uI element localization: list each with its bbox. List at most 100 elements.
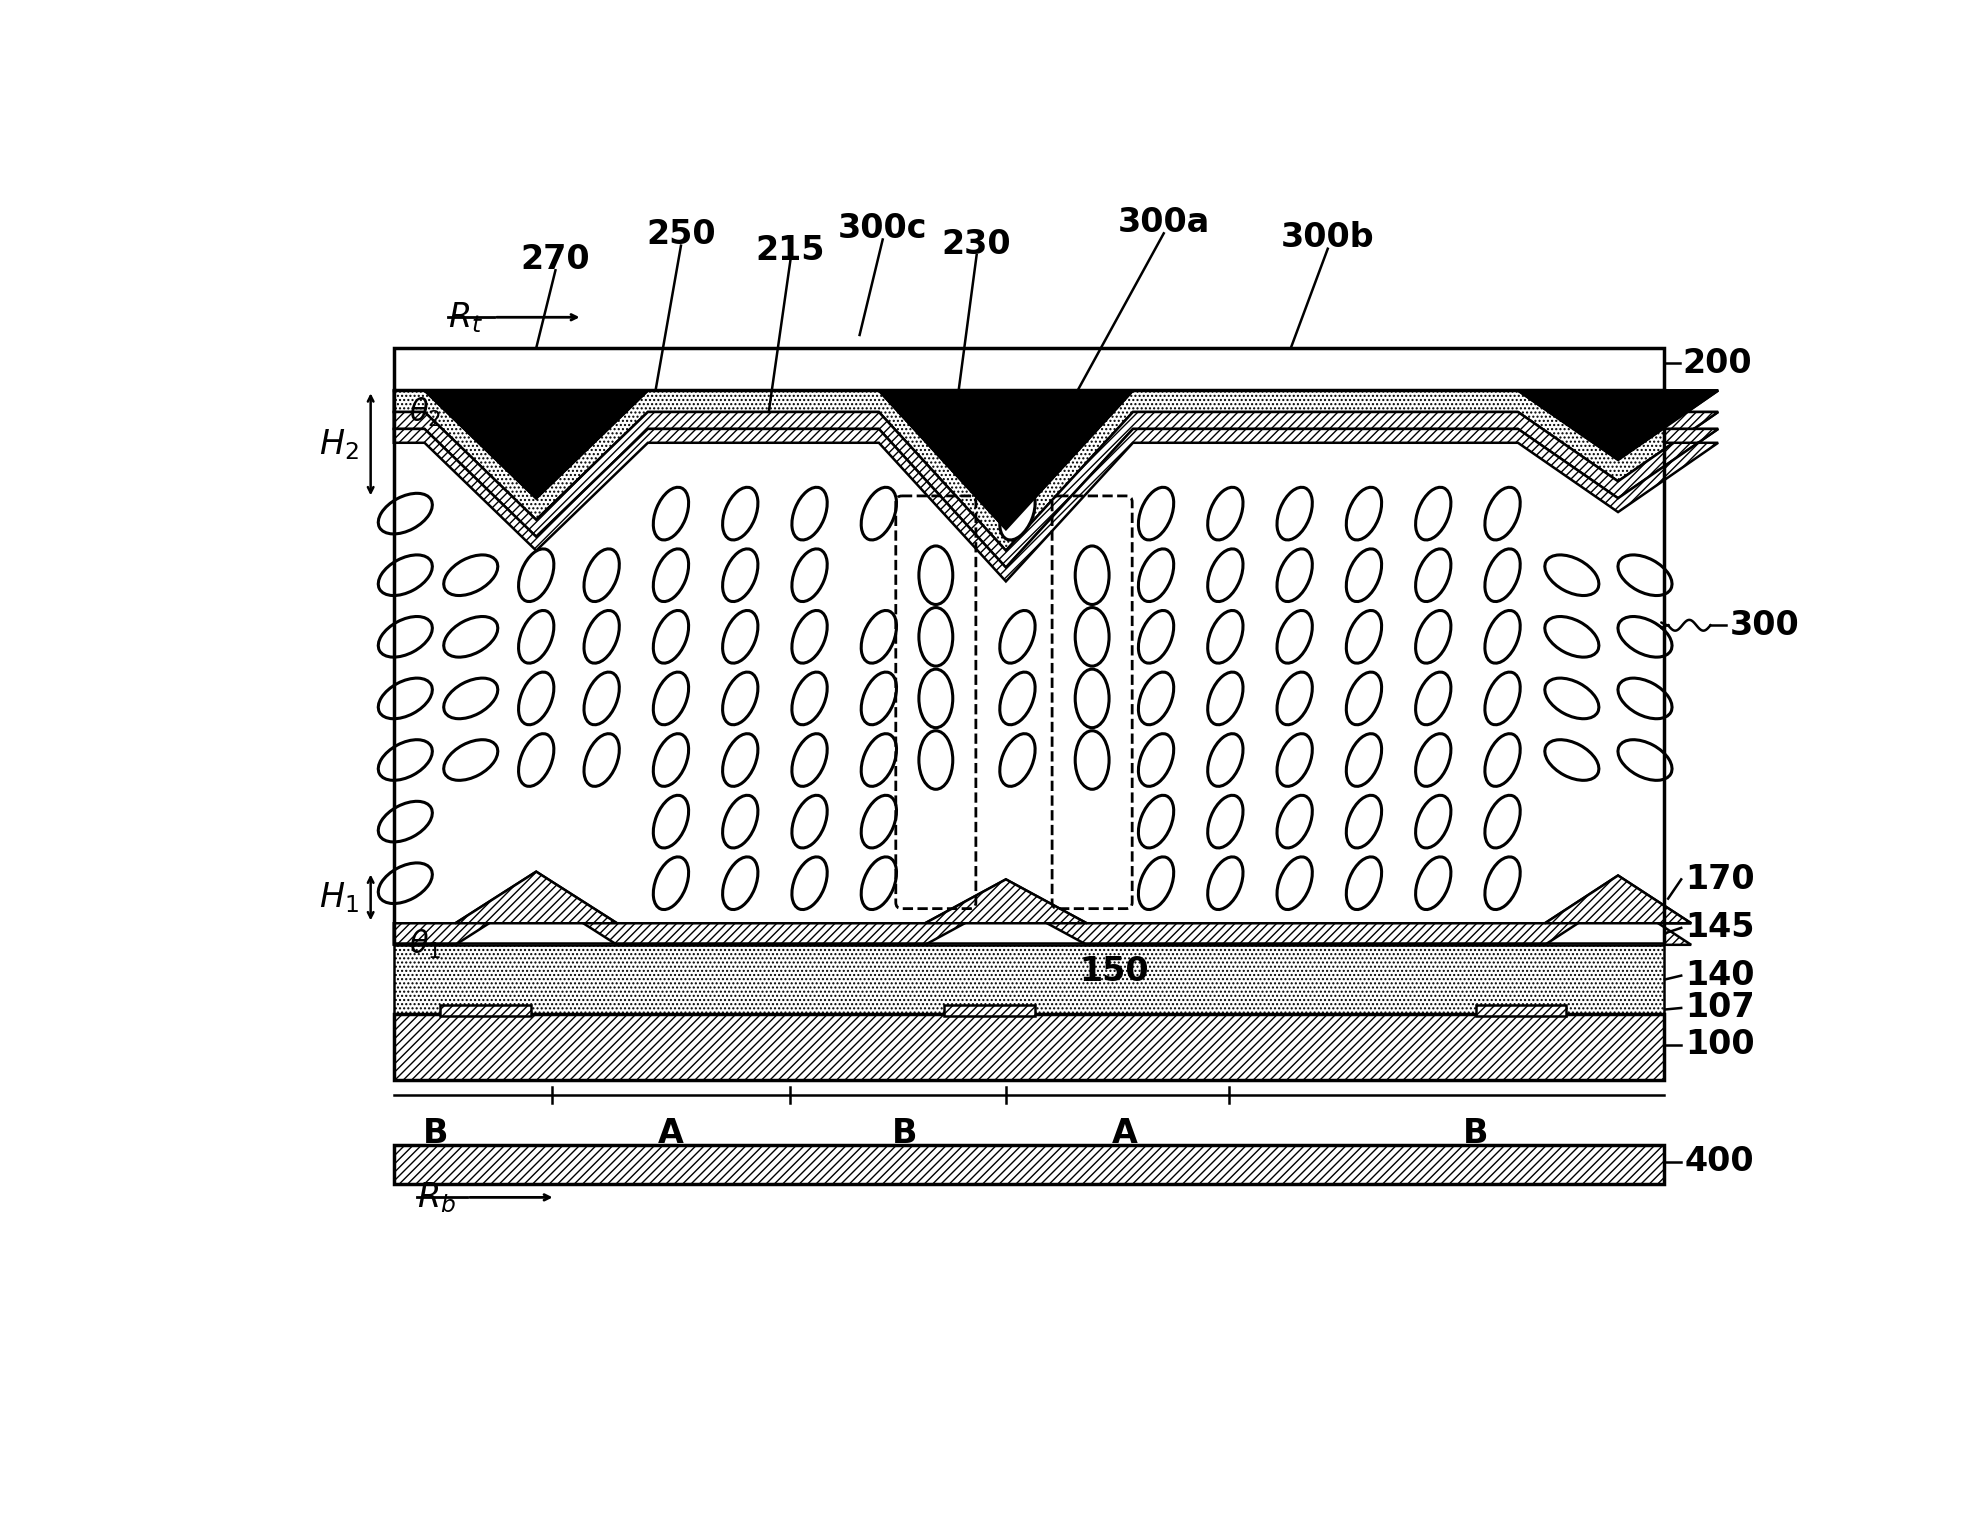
Ellipse shape	[378, 493, 432, 534]
Ellipse shape	[1139, 549, 1173, 602]
Ellipse shape	[861, 610, 897, 663]
Bar	[394, 1015, 1664, 1080]
Ellipse shape	[583, 610, 619, 663]
Ellipse shape	[1277, 672, 1313, 726]
Polygon shape	[924, 879, 1086, 923]
Ellipse shape	[1346, 795, 1382, 849]
Polygon shape	[1545, 876, 1691, 923]
Text: 140: 140	[1685, 960, 1754, 992]
Bar	[394, 1145, 1664, 1183]
Text: B: B	[891, 1116, 917, 1150]
Ellipse shape	[518, 549, 554, 602]
Ellipse shape	[518, 672, 554, 726]
Bar	[394, 348, 1664, 391]
Ellipse shape	[723, 610, 759, 663]
Ellipse shape	[443, 739, 499, 780]
Ellipse shape	[652, 610, 688, 663]
Ellipse shape	[652, 549, 688, 602]
Ellipse shape	[1618, 555, 1671, 596]
Ellipse shape	[861, 487, 897, 540]
Ellipse shape	[792, 549, 828, 602]
Ellipse shape	[1208, 672, 1244, 726]
Ellipse shape	[652, 733, 688, 786]
Ellipse shape	[443, 678, 499, 719]
Polygon shape	[394, 391, 1719, 551]
Ellipse shape	[1139, 610, 1173, 663]
Ellipse shape	[1346, 672, 1382, 726]
Ellipse shape	[1208, 733, 1244, 786]
Ellipse shape	[1415, 487, 1451, 540]
Ellipse shape	[1208, 487, 1244, 540]
Ellipse shape	[1484, 795, 1520, 849]
Polygon shape	[455, 872, 617, 923]
Ellipse shape	[378, 555, 432, 596]
Ellipse shape	[1415, 856, 1451, 910]
Ellipse shape	[1076, 607, 1110, 666]
Ellipse shape	[792, 610, 828, 663]
Text: 107: 107	[1685, 992, 1754, 1025]
Polygon shape	[394, 412, 1719, 567]
Ellipse shape	[861, 856, 897, 910]
Ellipse shape	[792, 795, 828, 849]
Text: 250: 250	[646, 219, 715, 251]
Ellipse shape	[378, 862, 432, 903]
Ellipse shape	[1415, 549, 1451, 602]
Text: 200: 200	[1681, 347, 1752, 380]
Ellipse shape	[1484, 487, 1520, 540]
Ellipse shape	[1139, 795, 1173, 849]
Bar	[944, 1005, 1035, 1016]
Text: 270: 270	[520, 243, 589, 275]
Ellipse shape	[1208, 549, 1244, 602]
Ellipse shape	[1076, 669, 1110, 727]
Ellipse shape	[652, 795, 688, 849]
Text: A: A	[1112, 1116, 1137, 1150]
Text: $R_t$: $R_t$	[447, 300, 483, 335]
Ellipse shape	[861, 733, 897, 786]
Ellipse shape	[918, 607, 952, 666]
Bar	[440, 1005, 530, 1016]
Text: 170: 170	[1685, 862, 1754, 896]
Ellipse shape	[1484, 672, 1520, 726]
Ellipse shape	[792, 672, 828, 726]
Ellipse shape	[1415, 795, 1451, 849]
Ellipse shape	[1484, 856, 1520, 910]
Text: 300c: 300c	[838, 213, 928, 245]
Ellipse shape	[1346, 487, 1382, 540]
Ellipse shape	[378, 678, 432, 719]
Ellipse shape	[652, 672, 688, 726]
Polygon shape	[394, 872, 1691, 945]
Ellipse shape	[652, 856, 688, 910]
Ellipse shape	[999, 487, 1035, 540]
Ellipse shape	[1346, 610, 1382, 663]
Ellipse shape	[378, 616, 432, 657]
Polygon shape	[879, 391, 1133, 529]
Ellipse shape	[1277, 733, 1313, 786]
Bar	[394, 945, 1664, 1015]
Ellipse shape	[1618, 678, 1671, 719]
Ellipse shape	[1545, 555, 1598, 596]
Ellipse shape	[1208, 610, 1244, 663]
Ellipse shape	[518, 610, 554, 663]
Ellipse shape	[1484, 733, 1520, 786]
Ellipse shape	[443, 555, 499, 596]
Text: $\theta_1$: $\theta_1$	[410, 928, 442, 961]
Ellipse shape	[861, 672, 897, 726]
Ellipse shape	[1545, 739, 1598, 780]
Ellipse shape	[1618, 616, 1671, 657]
Ellipse shape	[723, 795, 759, 849]
Ellipse shape	[1484, 549, 1520, 602]
Text: A: A	[658, 1116, 684, 1150]
Ellipse shape	[861, 795, 897, 849]
Ellipse shape	[518, 733, 554, 786]
Ellipse shape	[918, 546, 952, 604]
Text: 145: 145	[1685, 911, 1754, 945]
Text: 300: 300	[1731, 608, 1800, 642]
Ellipse shape	[1277, 856, 1313, 910]
Text: $\theta_2$: $\theta_2$	[410, 395, 442, 429]
Text: B: B	[424, 1116, 449, 1150]
Polygon shape	[1518, 391, 1719, 459]
Ellipse shape	[378, 739, 432, 780]
Text: 400: 400	[1685, 1145, 1754, 1179]
Ellipse shape	[378, 802, 432, 843]
Text: 230: 230	[942, 228, 1011, 260]
